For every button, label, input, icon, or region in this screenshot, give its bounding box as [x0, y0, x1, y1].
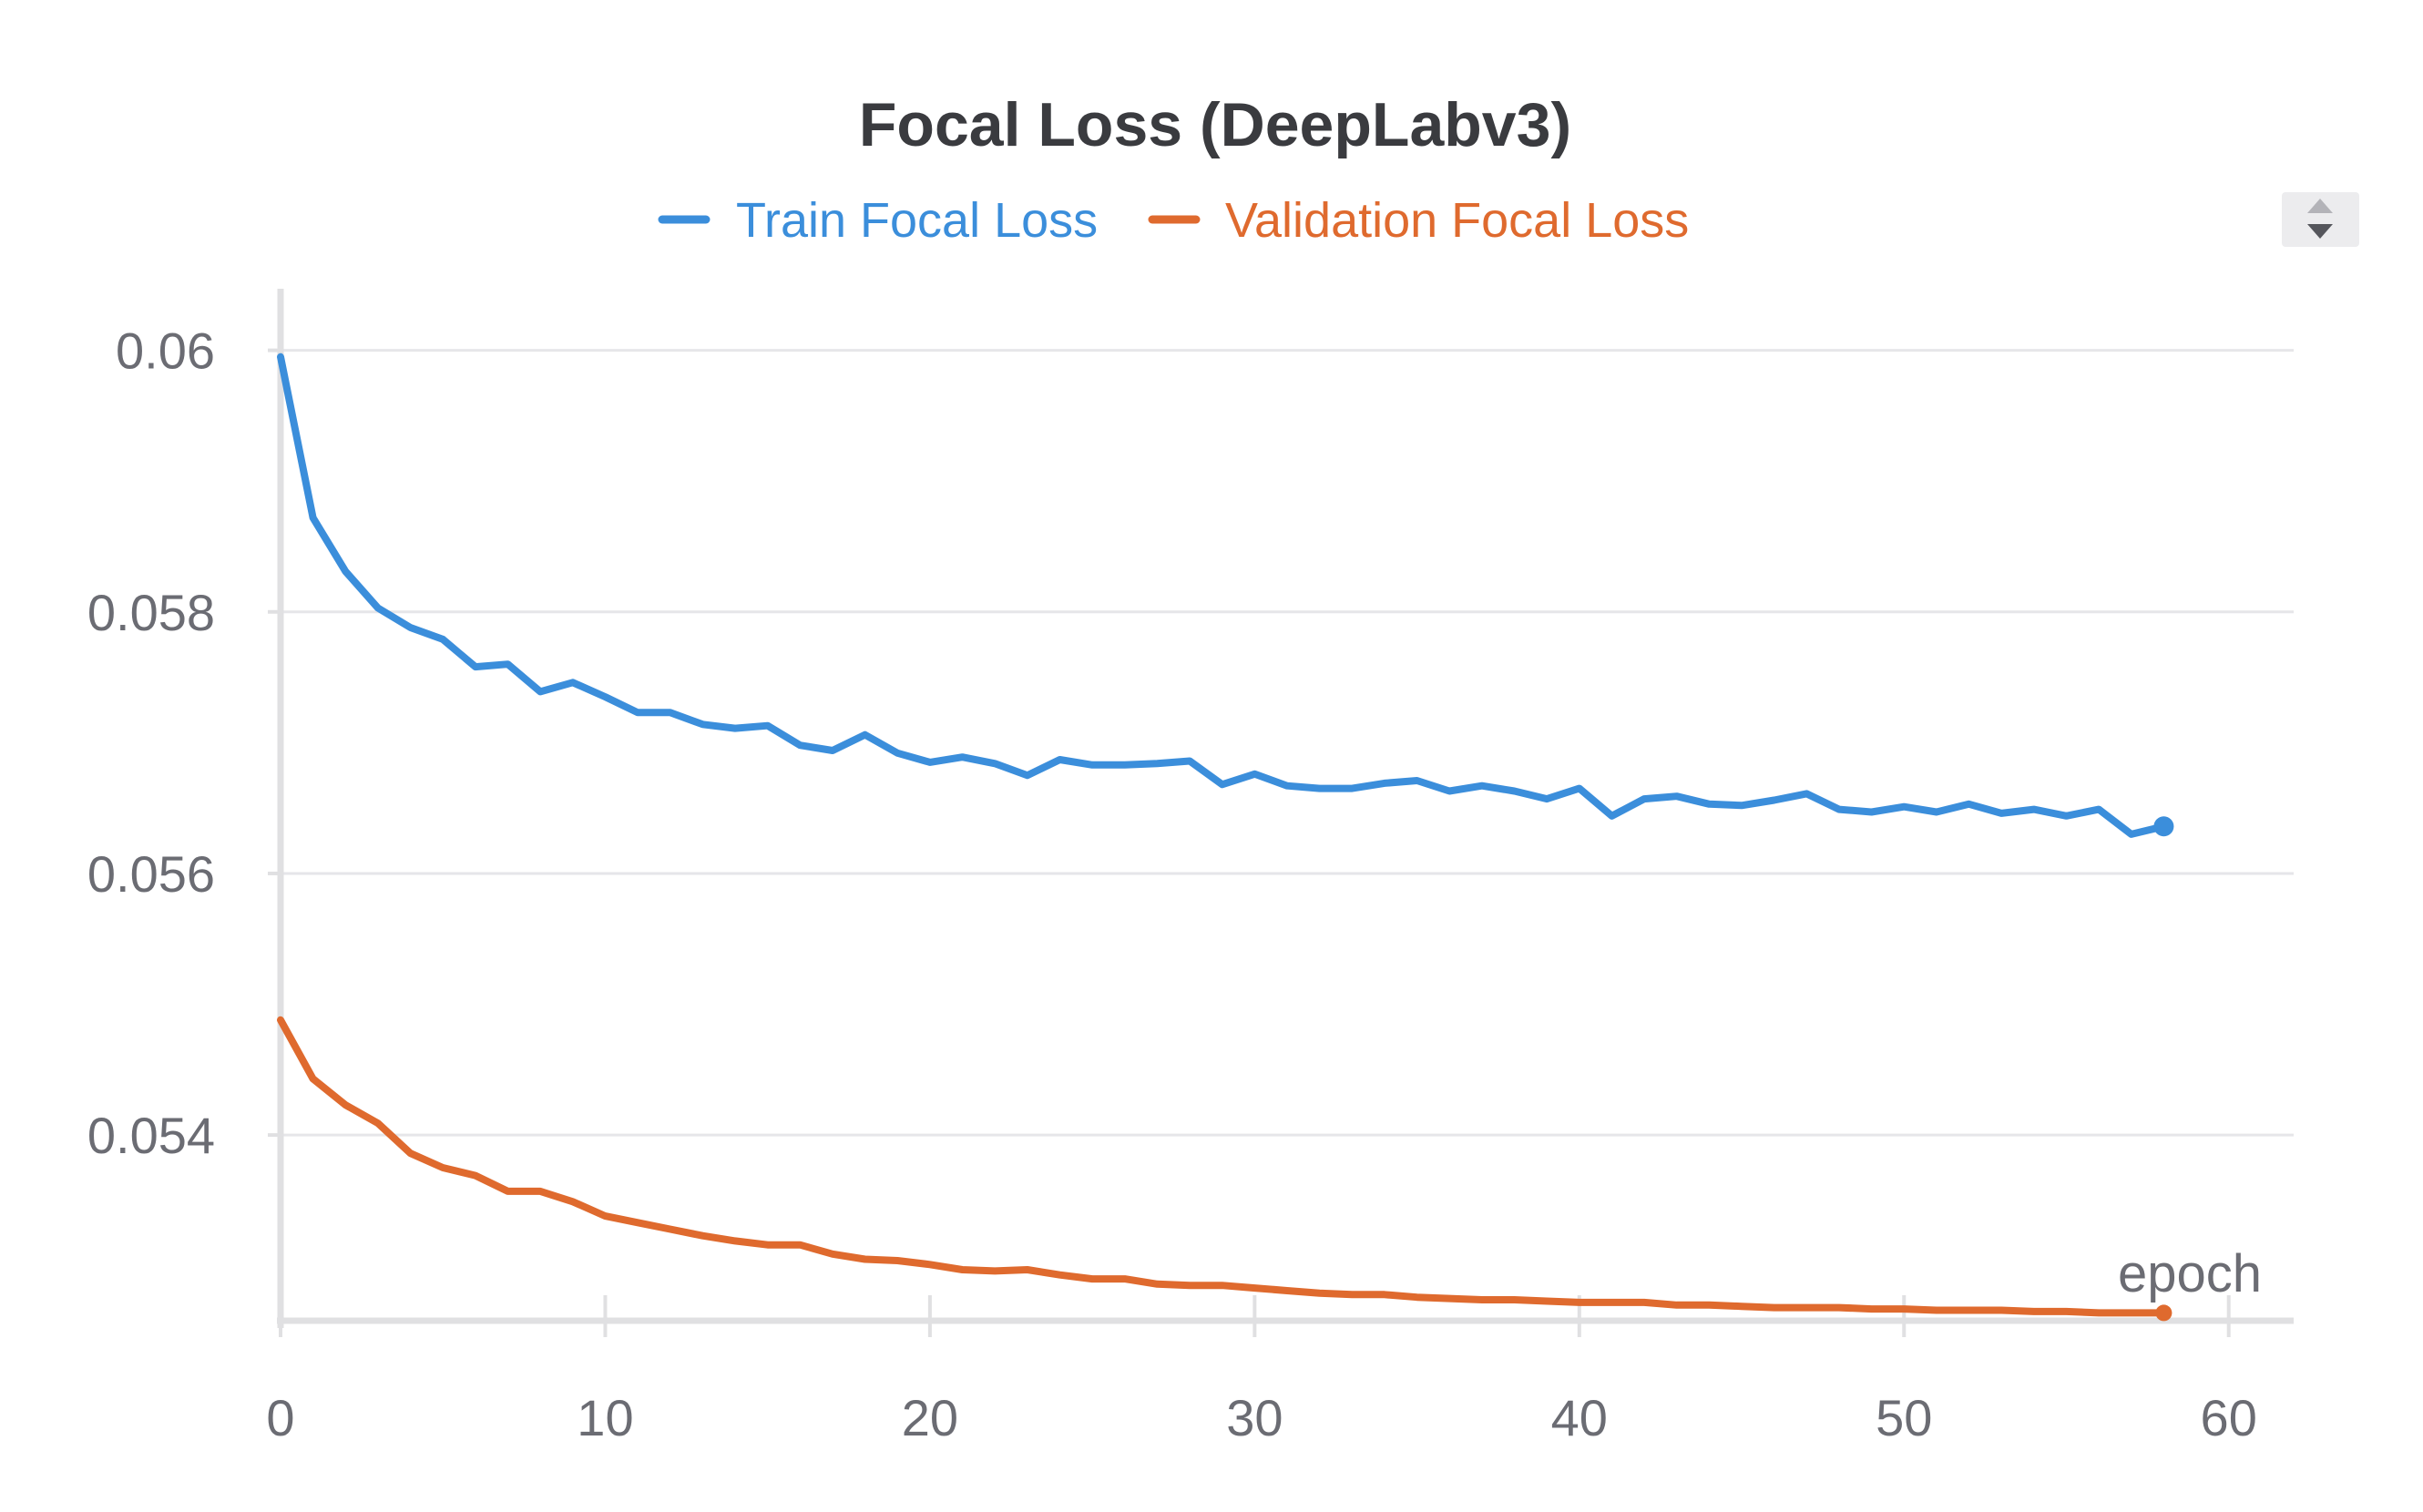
x-tick-label: 60: [2201, 1389, 2257, 1446]
series-endpoint-validation: [2155, 1304, 2173, 1322]
legend-label: Validation Focal Loss: [1225, 193, 1689, 248]
legend-item-train[interactable]: Train Focal Loss: [658, 193, 1098, 248]
y-tick-label: 0.054: [87, 1107, 215, 1164]
x-tick-label: 0: [266, 1389, 294, 1446]
grid: [281, 349, 2294, 1137]
legend-item-validation[interactable]: Validation Focal Loss: [1148, 193, 1689, 248]
series-endpoint-train: [2153, 816, 2174, 837]
legend-sort-button[interactable]: [2282, 192, 2359, 247]
series-line-train: [277, 352, 2168, 838]
series-line-validation: [277, 1016, 2168, 1317]
x-tick-label: 50: [1876, 1389, 1932, 1446]
y-tick-label: 0.058: [87, 584, 215, 641]
x-axis-label: epoch: [2118, 1244, 2262, 1303]
legend: Train Focal Loss Validation Focal Loss: [658, 193, 1689, 248]
legend-label: Train Focal Loss: [736, 193, 1098, 248]
plot-area: [277, 352, 2174, 1322]
chart-title: Focal Loss (DeepLabv3): [859, 90, 1571, 159]
y-tick-label: 0.06: [116, 322, 215, 380]
y-tick-label: 0.056: [87, 845, 215, 903]
x-tick-label: 20: [902, 1389, 958, 1446]
sort-up-down-icon: [2307, 199, 2333, 239]
x-tick-label: 10: [577, 1389, 633, 1446]
x-tick-label: 40: [1551, 1389, 1608, 1446]
axes: 0.054 0.056 0.058 0.06 0 10 20 30 40 50 60: [87, 289, 2294, 1446]
x-tick-label: 30: [1226, 1389, 1283, 1446]
